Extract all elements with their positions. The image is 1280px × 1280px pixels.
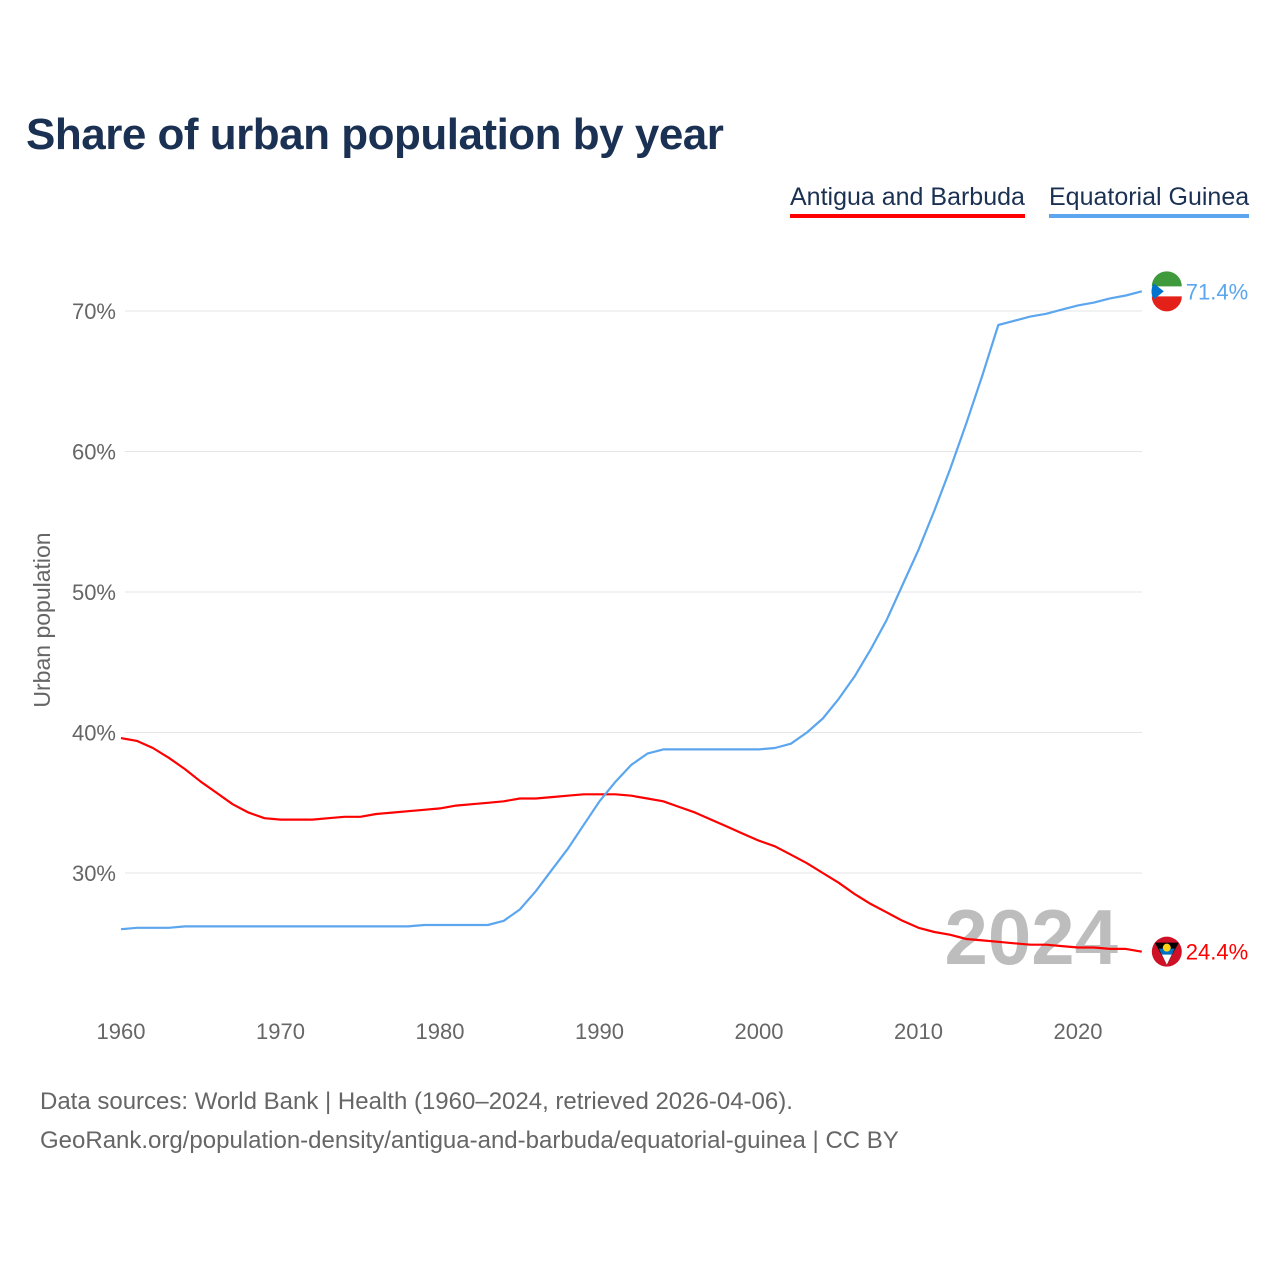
flag-icon-antigua-and-barbuda xyxy=(1151,936,1182,967)
y-tick-label: 60% xyxy=(72,440,116,465)
x-tick-label: 1960 xyxy=(97,1019,146,1044)
footer-link[interactable]: GeoRank.org/population-density/antigua-a… xyxy=(40,1127,899,1154)
year-watermark: 2024 xyxy=(944,893,1118,981)
y-axis-label: Urban population xyxy=(29,532,55,707)
x-tick-label: 2000 xyxy=(735,1019,784,1044)
end-label-equatorial-guinea: 71.4% xyxy=(1186,279,1248,304)
series-line-equatorial-guinea xyxy=(120,290,1143,931)
flag-icon-equatorial-guinea xyxy=(1151,271,1182,312)
footer-sources: Data sources: World Bank | Health (1960–… xyxy=(40,1088,793,1115)
y-tick-label: 40% xyxy=(72,721,116,746)
x-tick-label: 1980 xyxy=(416,1019,465,1044)
x-tick-label: 2010 xyxy=(894,1019,943,1044)
legend-item-equatorial-guinea[interactable]: Equatorial Guinea xyxy=(1049,183,1250,218)
end-label-antigua-and-barbuda: 24.4% xyxy=(1186,940,1248,965)
x-tick-label: 1970 xyxy=(256,1019,305,1044)
y-tick-label: 50% xyxy=(72,580,116,605)
y-tick-label: 70% xyxy=(72,299,116,324)
series-line-antigua-and-barbuda xyxy=(120,737,1142,953)
legend-item-antigua-and-barbuda[interactable]: Antigua and Barbuda xyxy=(790,183,1025,218)
y-tick-label: 30% xyxy=(72,861,116,886)
x-tick-label: 1990 xyxy=(575,1019,624,1044)
x-tick-label: 2020 xyxy=(1054,1019,1103,1044)
chart-title: Share of urban population by year xyxy=(26,110,724,159)
